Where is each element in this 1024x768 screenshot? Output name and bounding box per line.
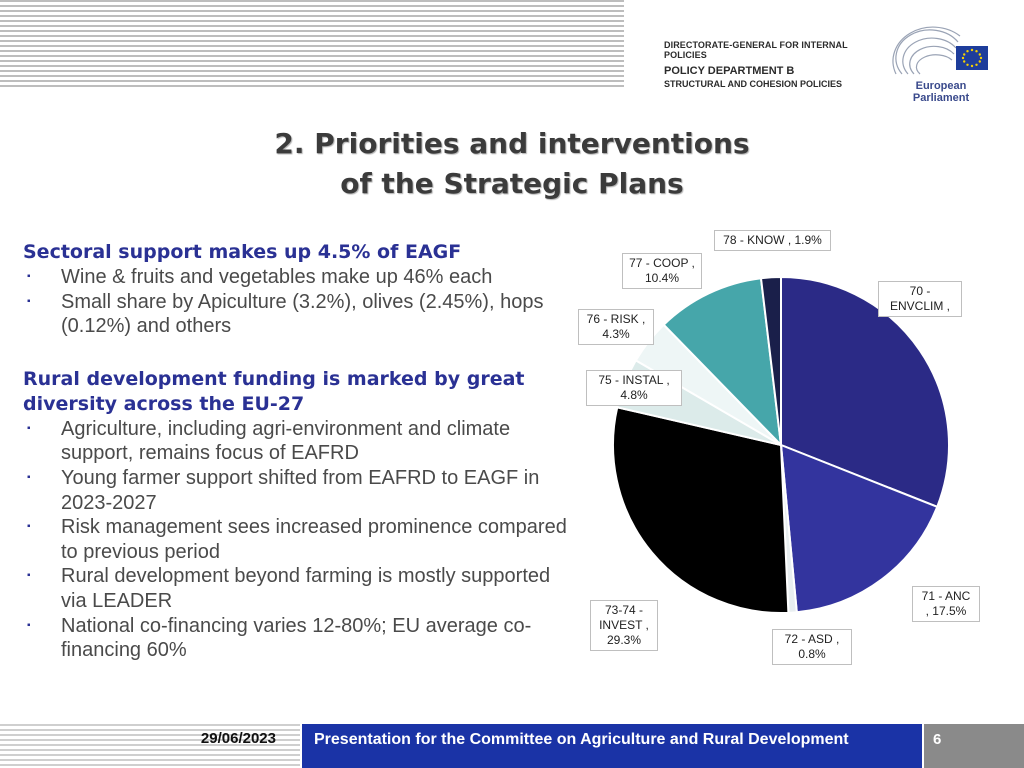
bullet-icon: ▪ (27, 271, 31, 282)
pie-slice-know (759, 275, 782, 446)
pie-slice-coop (662, 277, 783, 448)
pie-label-envclim-line-1: 70 - (909, 284, 931, 298)
pie-label-instal-line-2: 4.8% (620, 388, 648, 402)
footer-text: Presentation for the Committee on Agricu… (314, 731, 849, 748)
bullet-item: ▪ Wine & fruits and vegetables make up 46… (23, 265, 568, 290)
pie-label-envclim-line-2: ENVCLIM , (889, 299, 950, 313)
bullet-text: Agriculture, including agri-environment … (61, 417, 511, 465)
pie-label-asd-line-1: 72 - ASD , (784, 632, 840, 646)
pie-slice-anc (779, 443, 939, 614)
header-line-dg: DIRECTORATE-GENERAL FOR INTERNAL POLICIE… (664, 40, 848, 60)
pie-label-invest: 73-74 - INVEST , 29.3% (590, 600, 658, 651)
pie-chart-svg (612, 275, 950, 614)
pie-label-anc: 71 - ANC , 17.5% (912, 586, 980, 622)
bullet-item: ▪ Risk management sees increased prominen… (23, 515, 568, 564)
bullet-item: ▪ Young farmer support shifted from EAFRD… (23, 466, 568, 515)
section-gap (23, 339, 568, 367)
pie-label-anc-line-1: 71 - ANC (921, 589, 971, 603)
bullet-item: ▪ National co-financing varies 12-80%; EU… (23, 614, 568, 663)
pie-label-risk: 76 - RISK , 4.3% (578, 309, 654, 345)
pie-label-asd-line-2: 0.8% (798, 647, 826, 661)
bullet-item: ▪ Small share by Apiculture (3.2%), olive… (23, 290, 568, 339)
bullet-icon: ▪ (27, 422, 31, 434)
bullet-list-sectoral: ▪ Wine & fruits and vegetables make up 46… (23, 265, 568, 339)
pie-slice-envclim (780, 275, 950, 509)
footer-date-band: 29/06/2023 (0, 724, 300, 768)
bullet-icon: ▪ (27, 619, 31, 631)
pie-label-asd: 72 - ASD , 0.8% (772, 629, 852, 665)
pie-label-instal: 75 - INSTAL , 4.8% (586, 370, 682, 406)
footer-bar: Presentation for the Committee on Agricu… (302, 724, 922, 768)
footer-date: 29/06/2023 (200, 730, 276, 747)
bullet-text: Rural development beyond farming is most… (61, 565, 551, 612)
bullet-icon: ▪ (27, 471, 31, 483)
bullet-text: Small share by Apiculture (3.2%), olives… (61, 290, 544, 338)
pie-label-know-line-1: 78 - KNOW , 1.9% (723, 233, 822, 247)
pie-chart: 78 - KNOW , 1.9% 77 - COOP , 10.4% 76 - … (560, 210, 1020, 690)
pie-label-anc-line-2: , 17.5% (925, 604, 967, 618)
section-heading-rural: Rural development funding is marked by g… (23, 367, 525, 415)
header-line-structural: STRUCTURAL AND COHESION POLICIES (664, 79, 843, 89)
bullet-text: Risk management sees increased prominenc… (61, 516, 567, 563)
slide-title-line-2: of the Strategic Plans (340, 167, 684, 200)
slide-title: 2. Priorities and interventions of the S… (200, 124, 824, 204)
header-stripes (0, 0, 624, 88)
bullet-text: Young farmer support shifted from EAFRD … (61, 466, 540, 514)
european-parliament-name: European Parliament (912, 80, 970, 104)
pie-label-coop-line-1: 77 - COOP , (629, 256, 695, 270)
pie-label-risk-line-2: 4.3% (602, 327, 630, 341)
section-heading-sectoral: Sectoral support makes up 4.5% of EAGF (23, 241, 462, 263)
pie-slice-invest (612, 406, 790, 614)
pie-label-envclim: 70 - ENVCLIM , (878, 281, 962, 317)
pie-label-invest-line-3: 29.3% (606, 633, 642, 647)
pie-label-coop-line-2: 10.4% (644, 271, 680, 285)
bullet-item: ▪ Agriculture, including agri-environment… (23, 417, 568, 466)
footer-page-box: 6 (924, 724, 1024, 768)
slide-content: Sectoral support makes up 4.5% of EAGF ▪… (23, 240, 568, 663)
bullet-item: ▪ Rural development beyond farming is mos… (23, 564, 568, 613)
bullet-icon: ▪ (27, 521, 31, 533)
bullet-icon: ▪ (27, 570, 31, 582)
pie-label-risk-line-1: 76 - RISK , (586, 312, 646, 326)
page-number: 6 (933, 731, 942, 748)
slide-title-line-1: 2. Priorities and interventions (274, 127, 750, 160)
european-parliament-logo (892, 26, 988, 75)
bullet-text: National co-financing varies 12-80%; EU … (61, 614, 532, 662)
pie-label-invest-line-2: INVEST , (599, 618, 649, 632)
pie-label-invest-line-1: 73-74 - (604, 603, 644, 617)
bullet-icon: ▪ (27, 295, 31, 307)
bullet-text: Wine & fruits and vegetables make up 46%… (61, 266, 493, 288)
header-department: DIRECTORATE-GENERAL FOR INTERNAL POLICIE… (664, 40, 874, 89)
bullet-list-rural: ▪ Agriculture, including agri-environment… (23, 417, 568, 663)
pie-label-know: 78 - KNOW , 1.9% (714, 230, 831, 251)
header-line-policy-dept: POLICY DEPARTMENT B (664, 65, 795, 77)
pie-label-coop: 77 - COOP , 10.4% (622, 253, 702, 289)
pie-label-instal-line-1: 75 - INSTAL , (598, 373, 670, 387)
